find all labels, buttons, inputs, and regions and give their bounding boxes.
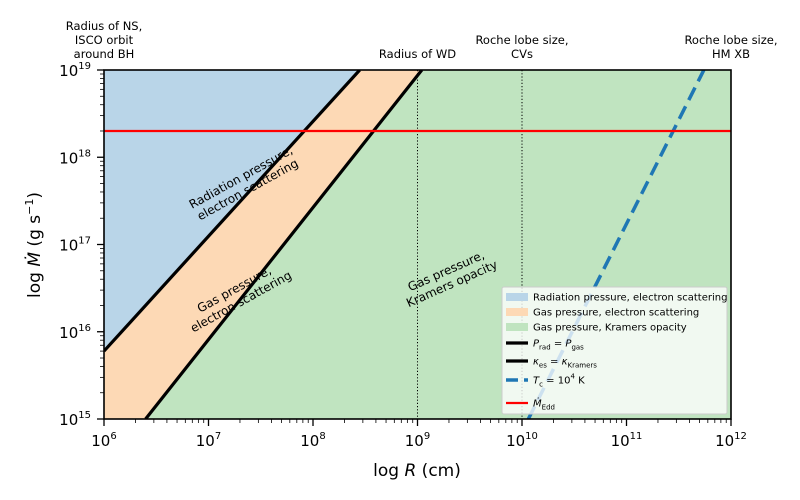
x-tick-label: 1011 bbox=[611, 431, 643, 450]
y-tick-label: 1015 bbox=[59, 410, 91, 429]
x-tick-label: 106 bbox=[91, 431, 116, 450]
legend-box bbox=[501, 286, 728, 415]
x-tick-label: 1012 bbox=[715, 431, 747, 450]
x-tick-label: 109 bbox=[405, 431, 430, 450]
legend-swatch bbox=[506, 323, 528, 331]
top-annotation: Radius of NS, ISCO orbit around BH bbox=[66, 19, 143, 61]
legend-label: κes = κKramers bbox=[533, 357, 597, 370]
legend-swatch bbox=[506, 308, 528, 316]
legend-label: Gas pressure, electron scattering bbox=[533, 308, 699, 319]
x-axis-ticks: 106 107 108 109 1010 1011 1012 bbox=[91, 419, 747, 450]
top-annotations: Radius of NS, ISCO orbit around BH Radius o… bbox=[66, 19, 778, 61]
legend-label: Prad = Pgas bbox=[533, 339, 584, 352]
legend-label: Gas pressure, Kramers opacity bbox=[533, 323, 687, 334]
top-annotation: Radius of WD bbox=[379, 47, 456, 61]
y-tick-label: 1018 bbox=[59, 148, 91, 167]
top-annotation: Roche lobe size, HM XB bbox=[684, 33, 777, 61]
top-annotation: Roche lobe size, CVs bbox=[475, 33, 568, 61]
x-axis-title: log R (cm) bbox=[373, 461, 461, 481]
legend-label: Radiation pressure, electron scattering bbox=[533, 293, 727, 304]
legend: Radiation pressure, electron scattering G… bbox=[501, 286, 728, 415]
y-tick-label: 1017 bbox=[59, 236, 91, 255]
reference-lines bbox=[417, 70, 523, 419]
region-gas-es bbox=[104, 70, 422, 419]
line-kes-kkr bbox=[144, 70, 424, 419]
y-tick-label: 1016 bbox=[59, 323, 91, 342]
region-radiation bbox=[104, 70, 360, 419]
y-axis-title: log Ṁ (g s−1) bbox=[23, 192, 45, 298]
y-axis-ticks: 1015 1016 1017 1018 1019 bbox=[59, 61, 104, 429]
legend-swatch bbox=[506, 293, 528, 301]
x-tick-label: 1010 bbox=[506, 431, 538, 450]
legend-label: ṀEdd bbox=[533, 397, 555, 412]
legend-label: Tc = 104 K bbox=[533, 373, 585, 389]
x-tick-label: 107 bbox=[196, 431, 221, 450]
y-tick-label: 1019 bbox=[59, 61, 91, 80]
line-prad-pgas bbox=[104, 70, 361, 353]
x-tick-label: 108 bbox=[300, 431, 325, 450]
